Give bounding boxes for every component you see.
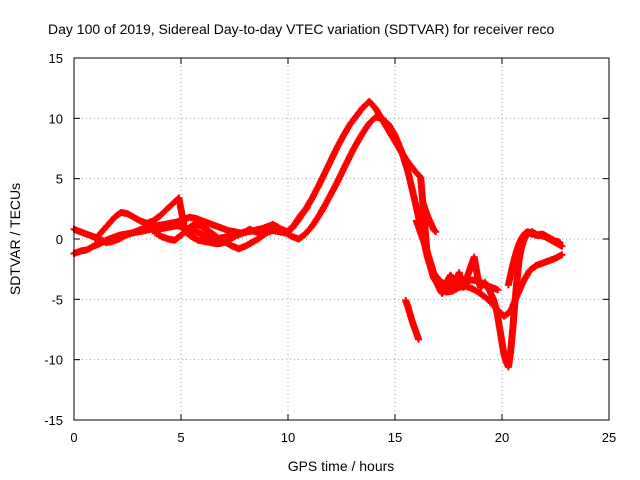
y-tick-label: -10 xyxy=(44,353,63,368)
series-track-c xyxy=(91,194,311,248)
series-track-d xyxy=(151,221,281,253)
tick-labels: 0 5 10 15 20 25 -15 -10 -5 0 5 10 15 xyxy=(44,51,616,445)
y-tick-label: 5 xyxy=(56,172,63,187)
x-tick-label: 5 xyxy=(177,430,184,445)
series-track-g xyxy=(419,199,440,236)
x-tick-label: 20 xyxy=(495,430,509,445)
series-track-h xyxy=(504,228,564,289)
x-tick-label: 15 xyxy=(388,430,402,445)
y-tick-label: -15 xyxy=(44,413,63,428)
series-track-e xyxy=(412,217,566,371)
grid xyxy=(74,58,609,420)
series-track-b xyxy=(70,97,502,294)
y-tick-label: 0 xyxy=(56,232,63,247)
chart-title: Day 100 of 2019, Sidereal Day-to-day VTE… xyxy=(48,21,554,37)
y-tick-label: 15 xyxy=(49,51,63,66)
data-points xyxy=(70,97,566,371)
x-tick-label: 0 xyxy=(70,430,77,445)
x-tick-label: 10 xyxy=(281,430,295,445)
y-axis-label: SDTVAR / TECUs xyxy=(7,183,23,295)
y-tick-label: -5 xyxy=(51,292,63,307)
y-tick-label: 10 xyxy=(49,111,63,126)
x-axis-label: GPS time / hours xyxy=(288,458,395,474)
axis-ticks xyxy=(73,57,610,421)
x-tick-label: 25 xyxy=(602,430,616,445)
series-track-f xyxy=(402,297,422,343)
